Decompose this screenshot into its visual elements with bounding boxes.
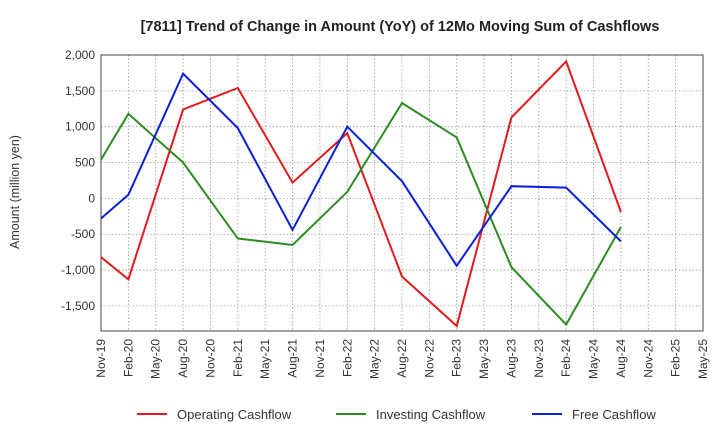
x-tick-label: Nov-20 [203,339,217,378]
x-tick-label: Nov-23 [532,339,546,378]
y-tick-label: 0 [88,191,95,205]
legend-label-operating-cashflow: Operating Cashflow [177,407,292,422]
x-tick-label: Aug-22 [395,339,409,378]
plot-frame [100,54,704,332]
x-tick-label: May-23 [477,339,491,379]
y-axis-label: Amount (million yen) [8,135,22,249]
legend: Operating Cashflow Investing Cashflow Free… [137,407,656,422]
x-tick-label: Feb-22 [340,339,354,377]
x-tick-label: Aug-23 [504,339,518,378]
y-tick-label: -500 [71,227,95,241]
y-tick-label: -1,500 [61,299,95,313]
y-tick-label: -1,000 [61,263,95,277]
x-tick-label: Aug-21 [286,339,300,378]
operating-cashflow-line [100,59,622,328]
x-tick-label: May-22 [368,339,382,379]
x-tick-label: Aug-20 [176,339,190,378]
x-tick-label: May-25 [696,339,710,379]
x-tick-label: Nov-19 [94,339,108,378]
legend-label-free-cashflow: Free Cashflow [572,407,656,422]
x-tick-label: May-21 [258,339,272,379]
legend-label-investing-cashflow: Investing Cashflow [376,407,486,422]
x-tick-label: Aug-24 [614,339,628,378]
investing-cashflow-line [100,101,622,327]
y-tick-label: 500 [75,156,95,170]
y-tick-label: 1,000 [65,120,95,134]
x-tick-label: Nov-22 [422,339,436,378]
x-tick-label: Feb-25 [669,339,683,377]
plot-area: Nov-19 Feb-20 May-20 Aug-20 Nov-20 Feb-21 May-… [61,48,710,379]
x-tick-label: Feb-24 [559,339,573,377]
x-tick-label: May-20 [149,339,163,379]
x-tick-label: Feb-21 [231,339,245,377]
x-tick-label: Nov-21 [313,339,327,378]
x-tick-label: Feb-23 [450,339,464,377]
x-tick-label: Nov-24 [641,339,655,378]
chart-title: [7811] Trend of Change in Amount (YoY) o… [141,19,660,35]
y-tick-label: 2,000 [65,48,95,62]
y-tick-label: 1,500 [65,84,95,98]
x-tick-label: May-24 [587,339,601,379]
free-cashflow-line [100,71,622,268]
x-tick-label: Feb-20 [121,339,135,377]
